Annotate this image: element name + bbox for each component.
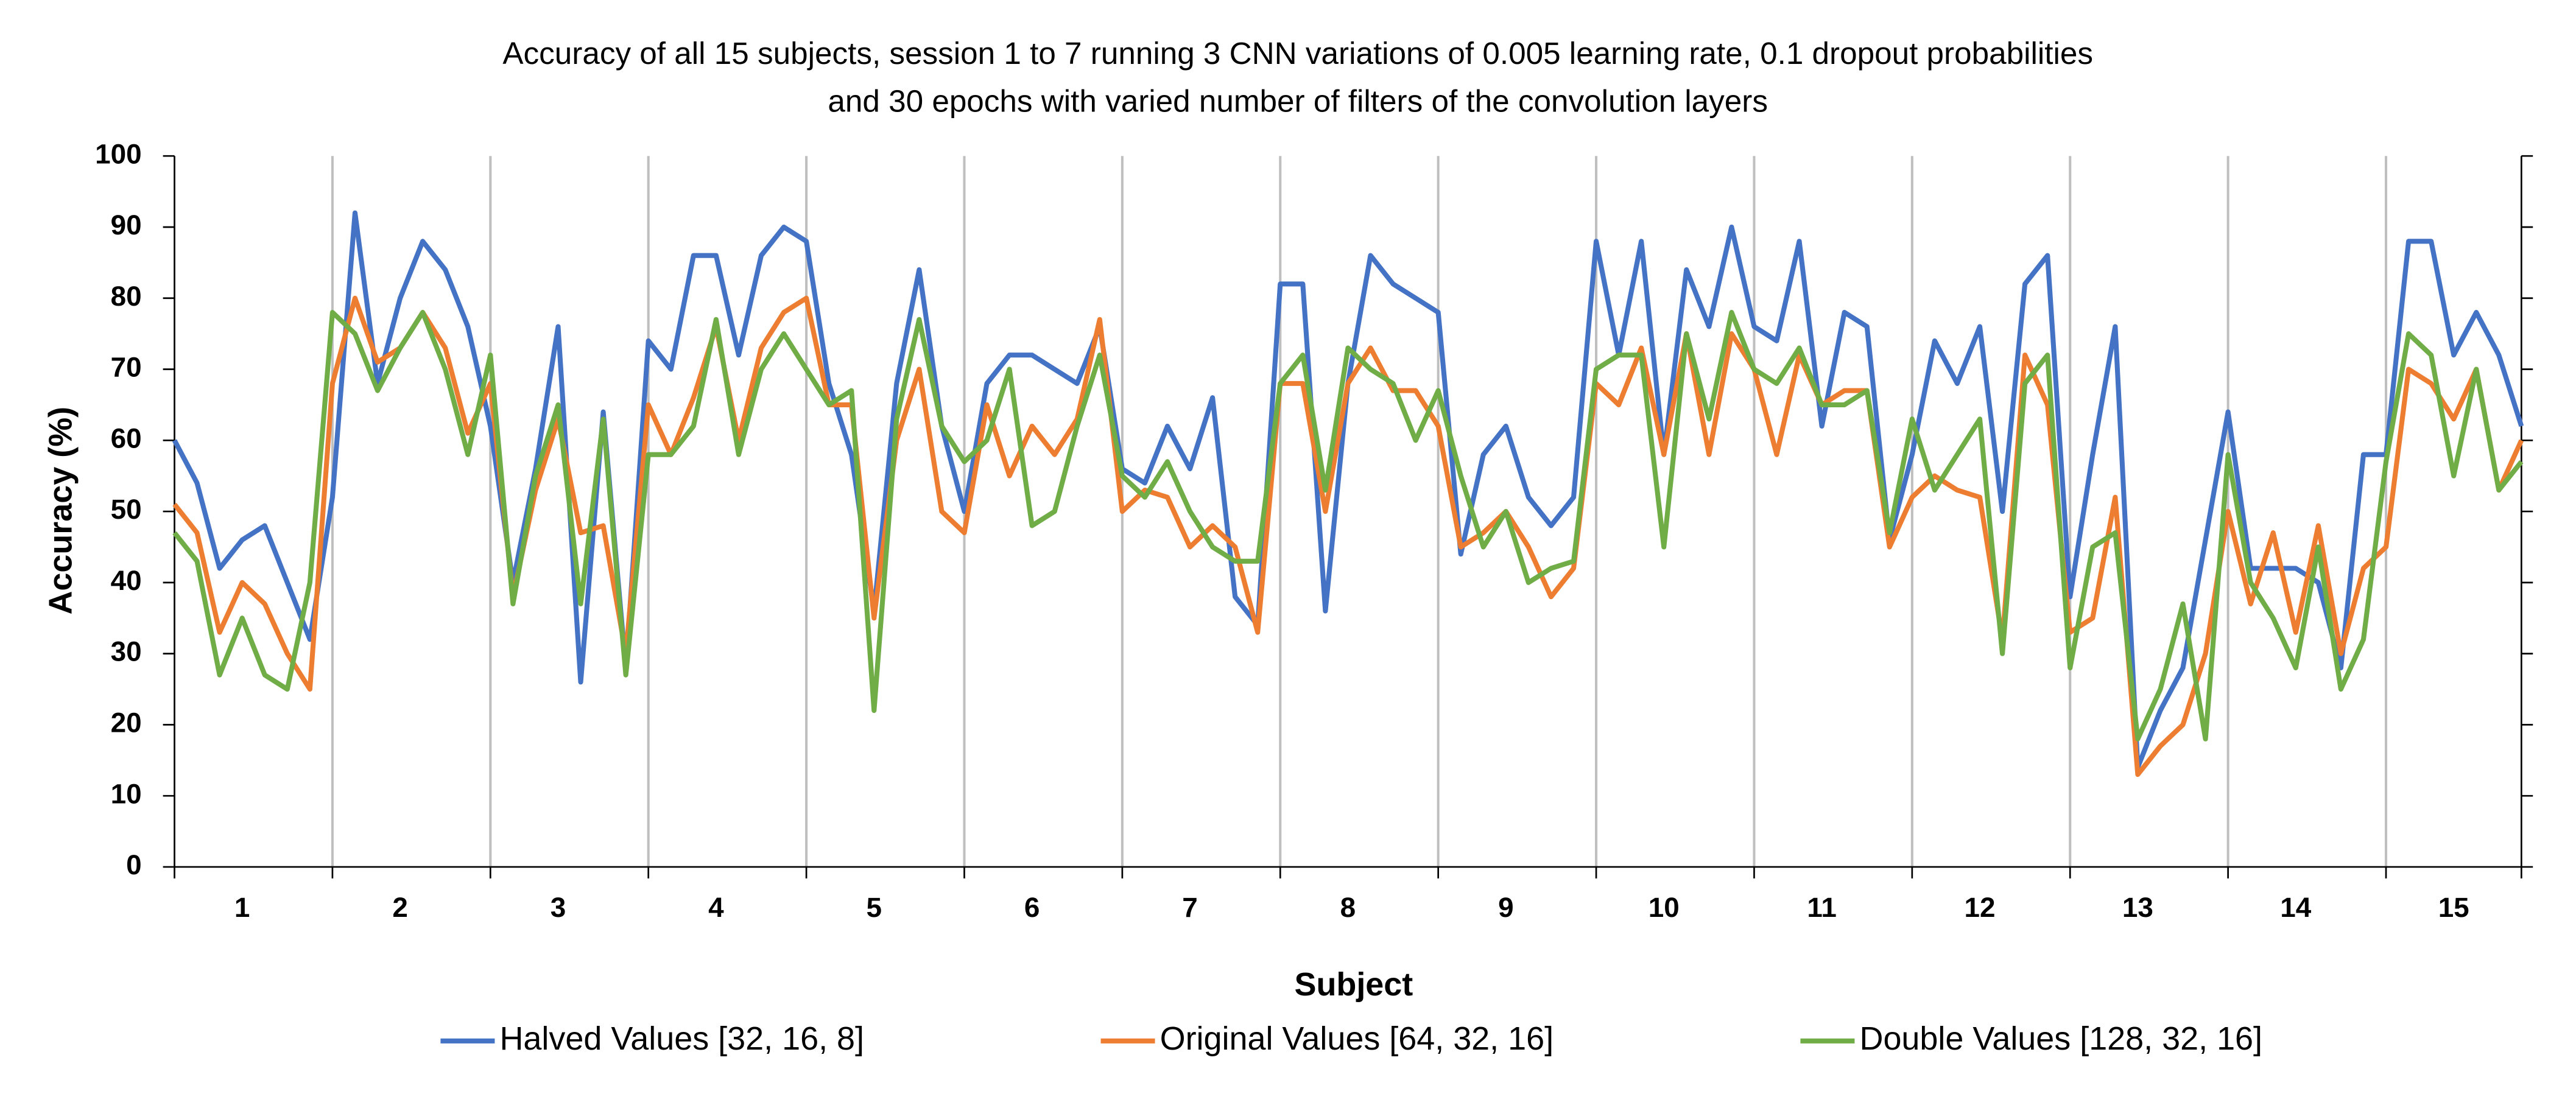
x-tick-label: 8 xyxy=(1340,892,1356,923)
chart-title: Accuracy of all 15 subjects, session 1 t… xyxy=(502,36,2093,71)
y-tick-label: 70 xyxy=(111,352,142,383)
chart-title: and 30 epochs with varied number of filt… xyxy=(828,83,1768,118)
legend-label: Original Values [64, 32, 16] xyxy=(1160,1020,1554,1057)
legend-label: Double Values [128, 32, 16] xyxy=(1860,1020,2263,1057)
series-line xyxy=(172,310,2524,742)
x-tick-label: 3 xyxy=(551,892,566,923)
x-tick-label: 10 xyxy=(1649,892,1680,923)
x-tick-label: 14 xyxy=(2280,892,2311,923)
x-tick-label: 9 xyxy=(1498,892,1514,923)
series-line xyxy=(172,210,2524,770)
legend-label: Halved Values [32, 16, 8] xyxy=(499,1020,864,1057)
x-tick-label: 6 xyxy=(1024,892,1040,923)
y-tick-label: 40 xyxy=(111,565,142,596)
x-tick-label: 1 xyxy=(234,892,250,923)
y-tick-label: 20 xyxy=(111,707,142,738)
x-tick-label: 12 xyxy=(1965,892,1996,923)
x-tick-label: 7 xyxy=(1182,892,1198,923)
y-tick-label: 100 xyxy=(95,138,141,169)
y-tick-label: 90 xyxy=(111,209,142,240)
y-tick-label: 0 xyxy=(126,849,142,880)
x-axis-label: Subject xyxy=(1294,966,1413,1003)
x-tick-label: 13 xyxy=(2122,892,2153,923)
x-tick-label: 5 xyxy=(867,892,882,923)
y-tick-label: 30 xyxy=(111,636,142,667)
x-tick-label: 11 xyxy=(1807,892,1836,923)
y-tick-label: 10 xyxy=(111,778,142,809)
y-tick-label: 50 xyxy=(111,494,142,525)
y-tick-label: 80 xyxy=(111,281,142,312)
x-tick-label: 4 xyxy=(708,892,724,923)
x-tick-label: 2 xyxy=(392,892,408,923)
y-tick-label: 60 xyxy=(111,423,142,454)
x-tick-label: 15 xyxy=(2438,892,2469,923)
y-axis-label: Accuracy (%) xyxy=(42,407,79,615)
